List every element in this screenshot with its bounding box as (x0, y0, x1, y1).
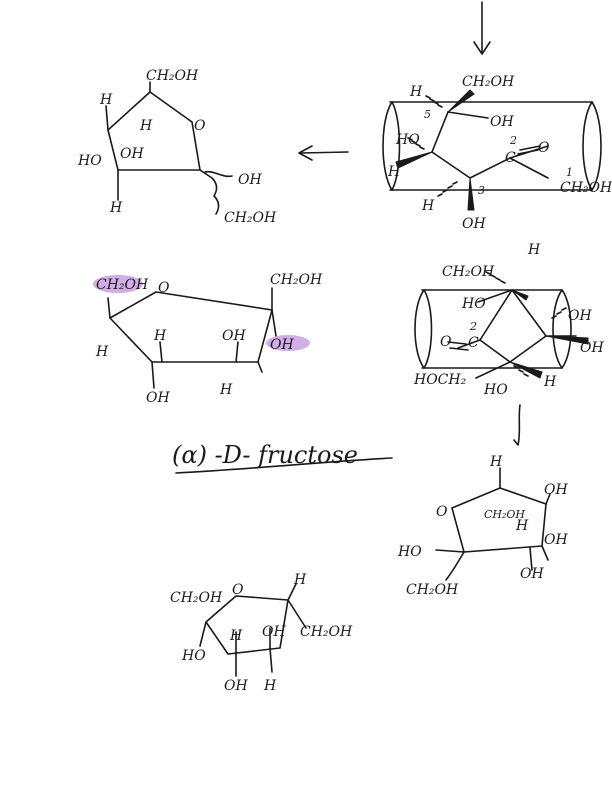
s1-h-left-label: H (99, 92, 113, 108)
s3-oh-c3-label: OH (222, 328, 246, 344)
s2-oh-5-label: OH (490, 114, 514, 130)
s6-h-inner1-label: H (229, 628, 243, 644)
arrow-left-middle (298, 145, 349, 161)
s4-c2-label: 2 (469, 320, 477, 333)
s3-oh-bottom-label: OH (146, 390, 170, 406)
s2-c-carbonyl-label: C (505, 150, 516, 166)
s1-oh-right-label: OH (238, 172, 262, 188)
s5-ch2oh-bottom-label: CH₂OH (406, 582, 459, 598)
s5-ho-label: HO (397, 544, 422, 560)
s2-ho-label: HO (395, 132, 420, 148)
s4-o-carbonyl-label: O (440, 334, 452, 350)
structure-3: CH₂OH O CH₂OH H H OH OH OH H (93, 272, 323, 406)
structure-1: CH₂OH H H HO OH O H OH CH₂OH (77, 68, 277, 226)
structure-5: H OH O CH₂OH H OH HO OH CH₂OH (397, 454, 568, 598)
s6-oh-bottom-label: OH (224, 678, 248, 694)
s1-oh-inner-label: OH (120, 146, 144, 162)
s2-c2-label: 2 (509, 134, 517, 147)
s5-oh-bottom-label: OH (520, 566, 544, 582)
s6-h-top-label: H (293, 572, 307, 588)
s5-ch2oh-inner-label: CH₂OH (484, 508, 525, 521)
s4-ho-bottom-label: HO (483, 382, 508, 398)
s4-oh-right-top-label: OH (568, 308, 592, 324)
s1-h-bottom-label: H (109, 200, 123, 216)
s1-ch2oh-bottom-label: CH₂OH (224, 210, 277, 226)
s1-ch2oh-label: CH₂OH (146, 68, 199, 84)
s6-oh-inner-label: OH (262, 624, 286, 640)
s4-h-top-label: H (527, 242, 541, 258)
s6-ch2oh-right-label: CH₂OH (300, 624, 353, 640)
s6-h-bottom-label: H (263, 678, 277, 694)
s3-oh-right-label: OH (270, 337, 294, 353)
s4-ch2oh-top-label: CH₂OH (442, 264, 495, 280)
s3-h-c4-label: H (153, 328, 167, 344)
s4-c-carbonyl-label: C (468, 335, 479, 351)
page-title: (α) -D- fructose (172, 441, 358, 469)
s2-c5-label: 5 (424, 108, 431, 121)
s2-h-top-label: H (409, 84, 423, 100)
s5-h-top-label: H (489, 454, 503, 470)
s4-h-bottom-label: H (543, 374, 557, 390)
s5-oh-right-label: OH (544, 532, 568, 548)
s5-oh-tr-label: OH (544, 482, 568, 498)
s5-h-inner-label: H (515, 518, 529, 534)
s3-highlight-oh (266, 335, 310, 351)
s6-ho-label: HO (181, 648, 206, 664)
s2-ch2oh-right-label: CH₂OH (560, 180, 612, 196)
s6-ring-o-label: O (232, 582, 244, 598)
s3-ch2oh-left-label: CH₂OH (96, 277, 149, 293)
s1-h-inner-label: H (139, 118, 153, 134)
arrow-down-right (513, 404, 521, 446)
s3-ring-o-label: O (158, 280, 170, 296)
s2-ch2oh-top-label: CH₂OH (462, 74, 515, 90)
s6-ch2oh-left-label: CH₂OH (170, 590, 223, 606)
s4-hoch2-label: HOCH₂ (413, 372, 467, 388)
structure-4: CH₂OH H HO OH OH 2 O C HOCH₂ HO H (413, 242, 604, 398)
arrow-down-top (473, 1, 491, 55)
s2-o-carbonyl-label: O (538, 140, 550, 156)
title-group: (α) -D- fructose (172, 441, 393, 474)
s4-oh-right-label: OH (580, 340, 604, 356)
s3-ch2oh-right-label: CH₂OH (270, 272, 323, 288)
structure-6: CH₂OH O H H OH CH₂OH HO OH H (170, 572, 353, 694)
s2-h-left-label: H (387, 164, 401, 180)
s3-h-bottom-label: H (219, 382, 233, 398)
s4-ho-label: HO (461, 296, 486, 312)
structure-2: CH₂OH H 5 OH HO H 2 C O 1 CH₂OH 3 H OH (382, 74, 612, 232)
s1-ring-o-label: O (194, 118, 206, 134)
s3-highlight-ch2oh (93, 275, 143, 293)
s2-h-3-label: H (421, 198, 435, 214)
s2-c1-label: 1 (566, 166, 573, 179)
s5-ring-o-label: O (436, 504, 448, 520)
s3-h-left-label: H (95, 344, 109, 360)
s2-oh-bottom-label: OH (462, 216, 486, 232)
s2-c3-label: 3 (478, 184, 485, 197)
s1-ho-label: HO (77, 153, 102, 169)
